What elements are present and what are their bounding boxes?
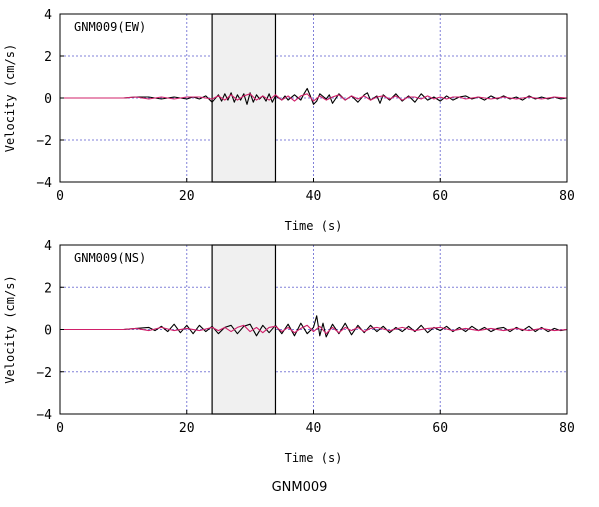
y-axis-title-2: Velocity (cm/s): [3, 275, 17, 383]
x-tick-label: 80: [559, 189, 575, 204]
x-tick-label: 40: [306, 421, 322, 436]
x-tick-label: 20: [179, 189, 195, 204]
y-tick-label: 0: [44, 92, 52, 107]
y-tick-label: −2: [36, 134, 52, 149]
y-tick-label: 4: [44, 8, 52, 23]
y-tick-label: −2: [36, 366, 52, 381]
x-axis-title-2: Time (s): [285, 451, 343, 465]
panel-label-2: GNM009(NS): [74, 251, 146, 265]
x-tick-label: 60: [432, 189, 448, 204]
x-axis-title-1: Time (s): [285, 219, 343, 233]
y-tick-label: 0: [44, 324, 52, 339]
panel-label-1: GNM009(EW): [74, 20, 146, 34]
trace-2-2: [60, 324, 568, 335]
y-tick-label: 2: [44, 281, 52, 296]
figure-caption: GNM009: [271, 480, 328, 495]
y-tick-label: −4: [36, 408, 52, 423]
x-tick-label: 0: [56, 421, 64, 436]
x-tick-label: 40: [306, 189, 322, 204]
x-tick-label: 60: [432, 421, 448, 436]
x-tick-label: 80: [559, 421, 575, 436]
y-axis-title-1: Velocity (cm/s): [3, 44, 17, 152]
y-tick-label: 2: [44, 50, 52, 65]
trace-2-1: [60, 315, 568, 338]
trace-1-2: [60, 93, 568, 102]
x-tick-label: 0: [56, 189, 64, 204]
y-tick-label: −4: [36, 176, 52, 191]
y-tick-label: 4: [44, 239, 52, 254]
x-tick-label: 20: [179, 421, 195, 436]
